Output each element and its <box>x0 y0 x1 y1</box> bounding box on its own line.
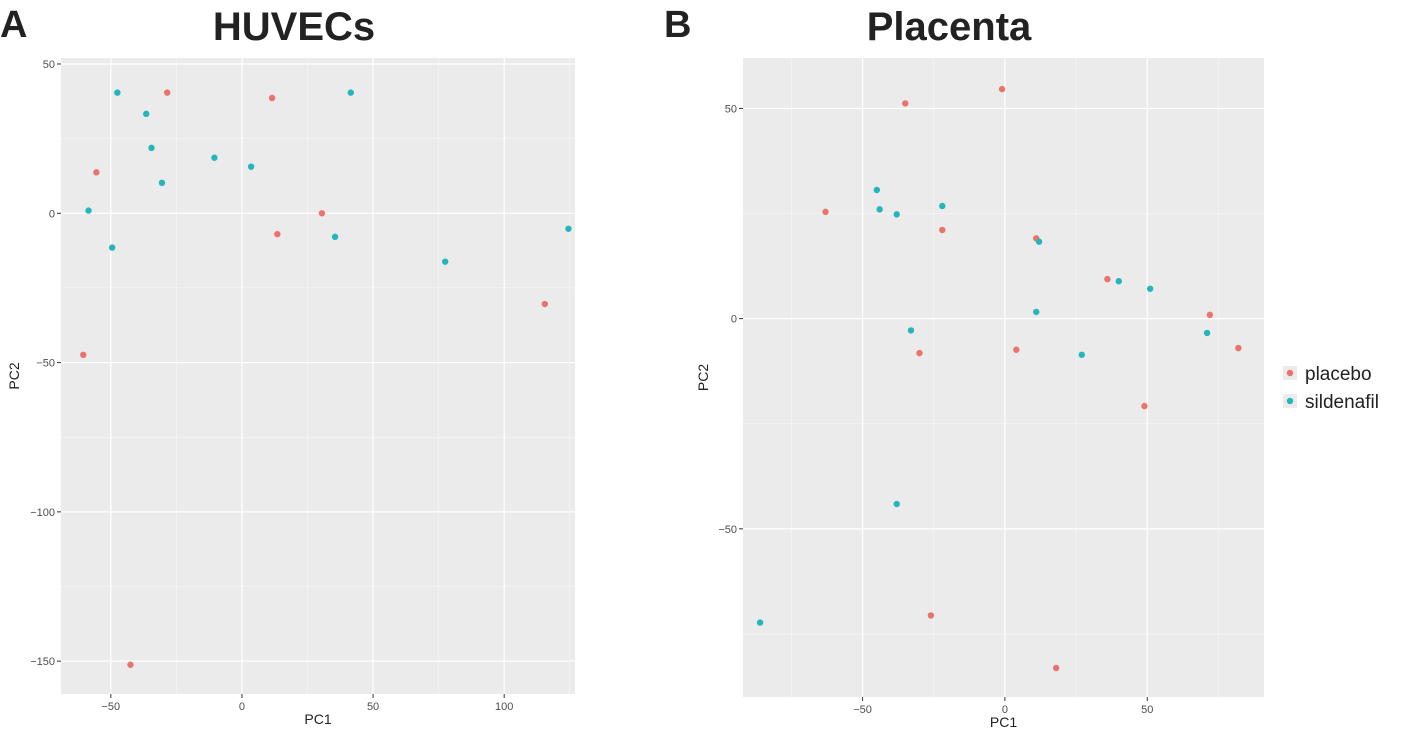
point-sildenafil <box>347 89 354 96</box>
point-placebo <box>939 226 946 234</box>
point-sildenafil <box>1035 238 1043 245</box>
point-sildenafil <box>148 144 155 152</box>
point-sildenafil <box>876 206 883 213</box>
point-placebo <box>93 169 100 176</box>
point-sildenafil <box>756 619 764 626</box>
point-sildenafil <box>1146 285 1154 292</box>
x-tick-label: −50 <box>853 704 872 716</box>
point-sildenafil <box>873 186 881 194</box>
point-placebo <box>164 89 171 96</box>
point-placebo <box>1013 346 1020 353</box>
legend-label-sildenafil: sildenafil <box>1305 392 1379 413</box>
point-sildenafil <box>143 110 150 118</box>
point-placebo <box>80 351 87 358</box>
point-sildenafil <box>211 154 218 161</box>
legend-swatch-placebo <box>1286 369 1294 377</box>
y-axis-huvecs: −150 −100 −50 0 50 <box>30 59 61 668</box>
point-placebo <box>1141 402 1148 410</box>
point-sildenafil <box>158 179 166 187</box>
y-tick-label: 0 <box>49 208 55 220</box>
legend-swatch-sildenafil <box>1286 397 1294 405</box>
x-tick-label: 100 <box>495 701 513 713</box>
x-tick-label: 50 <box>1141 704 1153 716</box>
y-tick-label: 0 <box>731 314 737 326</box>
plot-area-huvecs <box>61 58 575 694</box>
panel-huvecs: A HUVECs −50 0 50 100 −150 −100 −50 0 50 PC1 PC… <box>0 4 575 727</box>
point-sildenafil <box>565 225 572 232</box>
y-tick-label: −50 <box>718 524 737 536</box>
point-placebo <box>318 210 326 217</box>
point-placebo <box>822 208 829 216</box>
panel-letter-a: A <box>0 4 27 46</box>
x-axis-title-placenta: PC1 <box>990 714 1017 730</box>
panel-title-huvecs: HUVECs <box>213 5 375 49</box>
y-tick-label: −150 <box>30 656 55 668</box>
legend: placebo sildenafil <box>1283 364 1379 413</box>
y-tick-label: −100 <box>30 507 55 519</box>
points-huvecs <box>80 89 572 668</box>
point-sildenafil <box>1115 278 1123 285</box>
point-sildenafil <box>907 327 915 334</box>
point-placebo <box>541 300 549 308</box>
x-tick-label: 50 <box>367 701 379 713</box>
point-placebo <box>127 661 134 668</box>
point-sildenafil <box>441 258 449 265</box>
point-placebo <box>1104 275 1111 283</box>
gridlines-placenta <box>743 58 1264 697</box>
x-tick-label: 0 <box>1002 704 1008 716</box>
point-sildenafil <box>939 202 946 210</box>
x-axis-title-huvecs: PC1 <box>304 711 331 727</box>
x-tick-label: −50 <box>101 701 120 713</box>
points-placenta <box>756 85 1242 672</box>
panel-title-placenta: Placenta <box>867 5 1032 49</box>
point-sildenafil <box>893 211 900 218</box>
legend-label-placebo: placebo <box>1305 364 1372 385</box>
plot-area-placenta <box>743 58 1264 697</box>
point-placebo <box>916 349 923 357</box>
x-axis-huvecs: −50 0 50 100 <box>101 694 513 713</box>
point-sildenafil <box>85 207 92 214</box>
point-sildenafil <box>893 500 900 508</box>
point-sildenafil <box>1203 329 1211 337</box>
x-axis-placenta: −50 0 50 <box>853 697 1153 716</box>
point-sildenafil <box>1033 308 1040 316</box>
point-placebo <box>902 100 909 107</box>
point-sildenafil <box>114 89 121 96</box>
y-axis-title-huvecs: PC2 <box>6 362 22 389</box>
point-sildenafil <box>247 163 255 170</box>
point-placebo <box>1235 344 1242 352</box>
point-sildenafil <box>108 244 116 251</box>
panel-letter-b: B <box>664 4 691 46</box>
point-sildenafil <box>331 233 339 241</box>
y-tick-label: −50 <box>36 358 55 370</box>
point-placebo <box>1206 311 1214 319</box>
y-axis-title-placenta: PC2 <box>695 364 711 391</box>
y-tick-label: 50 <box>725 103 737 115</box>
gridlines-huvecs <box>61 58 575 694</box>
x-tick-label: 0 <box>239 701 245 713</box>
point-sildenafil <box>1078 351 1085 358</box>
panel-placenta: B Placenta −50 0 50 −50 0 50 PC1 PC2 <box>664 4 1264 730</box>
point-placebo <box>927 612 935 619</box>
point-placebo <box>274 230 281 238</box>
point-placebo <box>1052 664 1060 672</box>
y-tick-label: 50 <box>43 59 55 71</box>
point-placebo <box>998 85 1006 93</box>
y-axis-placenta: −50 0 50 <box>718 103 743 536</box>
point-placebo <box>268 94 276 102</box>
